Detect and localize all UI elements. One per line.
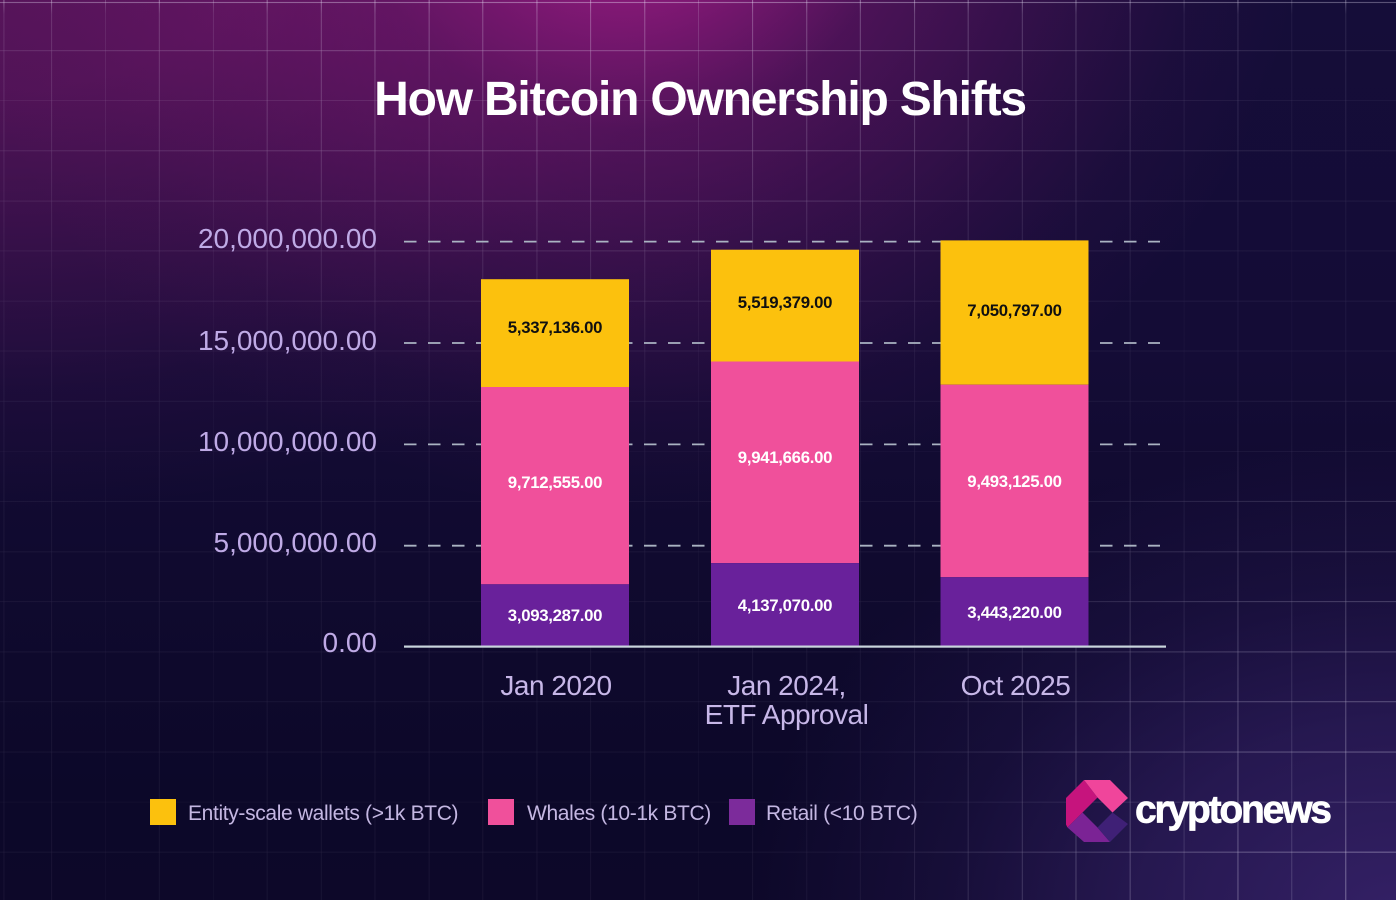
svg-text:ETF Approval: ETF Approval	[705, 699, 869, 730]
svg-text:Jan 2024,: Jan 2024,	[727, 670, 846, 701]
svg-text:Retail (<10 BTC): Retail (<10 BTC)	[766, 802, 917, 825]
svg-text:Jan 2020: Jan 2020	[500, 670, 611, 701]
svg-text:0.00: 0.00	[323, 627, 378, 658]
svg-text:Oct 2025: Oct 2025	[961, 670, 1071, 701]
svg-text:5,337,136.00: 5,337,136.00	[508, 318, 602, 337]
svg-text:20,000,000.00: 20,000,000.00	[198, 223, 377, 254]
svg-text:10,000,000.00: 10,000,000.00	[198, 426, 377, 457]
svg-text:9,493,125.00: 9,493,125.00	[967, 472, 1061, 491]
svg-text:cryptonews: cryptonews	[1135, 789, 1331, 832]
svg-text:9,941,666.00: 9,941,666.00	[738, 448, 832, 467]
svg-text:9,712,555.00: 9,712,555.00	[508, 473, 602, 492]
svg-text:3,443,220.00: 3,443,220.00	[967, 603, 1061, 622]
svg-text:5,519,379.00: 5,519,379.00	[738, 293, 832, 312]
svg-text:7,050,797.00: 7,050,797.00	[967, 301, 1061, 320]
svg-text:5,000,000.00: 5,000,000.00	[214, 527, 378, 558]
svg-text:Entity-scale wallets (>1k BTC): Entity-scale wallets (>1k BTC)	[188, 802, 458, 825]
svg-text:Whales (10-1k BTC): Whales (10-1k BTC)	[527, 802, 711, 825]
svg-text:4,137,070.00: 4,137,070.00	[738, 596, 832, 615]
svg-text:15,000,000.00: 15,000,000.00	[198, 325, 377, 356]
svg-text:3,093,287.00: 3,093,287.00	[508, 606, 602, 625]
